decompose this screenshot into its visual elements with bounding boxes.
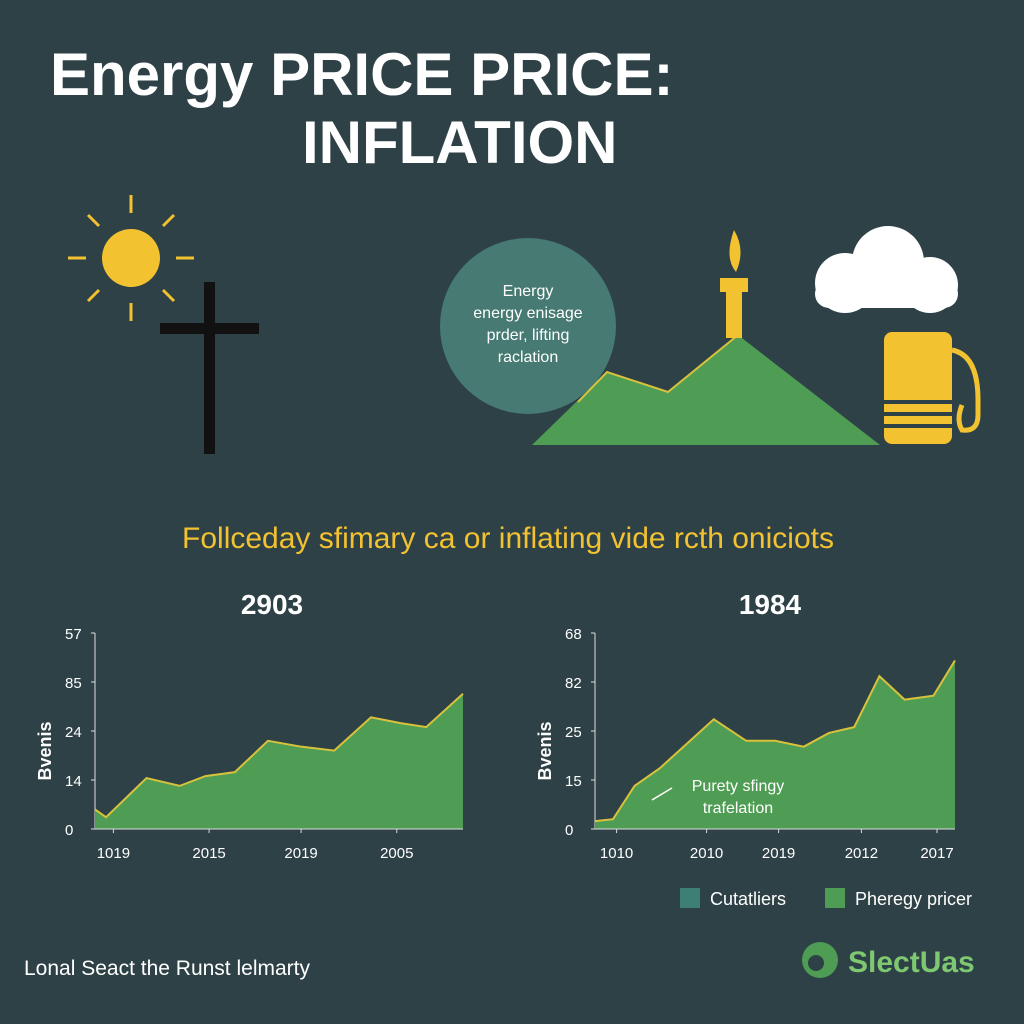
- bubble-text: Energy energy enisage prder, lifting raclat…: [473, 283, 583, 366]
- y-tick-label: 85: [65, 675, 82, 692]
- x-tick-label: 1010: [600, 845, 633, 862]
- x-tick-label: 2010: [690, 845, 723, 862]
- bubble-line: energy enisage: [473, 305, 583, 322]
- y-tick-label: 25: [565, 724, 582, 741]
- legend-swatch: [680, 888, 700, 908]
- y-tick-label: 15: [565, 773, 582, 790]
- title: INFLATION: [302, 109, 618, 176]
- mountain-line: [577, 334, 739, 403]
- subtitle: Follceday sfimary ca or inflating vide r…: [182, 522, 834, 555]
- y-axis-label: Bvenis: [535, 721, 555, 780]
- annotation: Purety sfingy: [692, 778, 784, 795]
- bubble-line: Energy: [503, 283, 554, 300]
- annotation-arrow: [651, 787, 673, 801]
- chart-title: 1984: [739, 589, 802, 620]
- legend-label: Pheregy pricer: [855, 889, 972, 909]
- tower-icon: [720, 230, 748, 338]
- y-tick-label: 0: [65, 822, 73, 839]
- annotation: trafelation: [703, 800, 773, 817]
- legend-label: Cutatliers: [710, 889, 786, 909]
- y-tick-label: 0: [565, 822, 573, 839]
- x-tick-label: 2015: [192, 845, 225, 862]
- chart-title: 2903: [241, 589, 303, 620]
- cloud-icon: [815, 226, 958, 313]
- y-tick-label: 57: [65, 626, 82, 643]
- area: [95, 693, 463, 829]
- y-tick-label: 68: [565, 626, 582, 643]
- x-tick-label: 1019: [97, 845, 130, 862]
- legend: Cutatliers Pheregy pricer: [680, 888, 972, 909]
- fuel-pump-icon: [884, 332, 981, 444]
- logo: SlectUas: [848, 946, 975, 979]
- charts: 2903 Bvenis 0 14 24 85 57 1019 2015 2019 2005 1984 B…: [35, 589, 956, 862]
- x-tick-label: 2012: [845, 845, 878, 862]
- title: Energy PRICE PRICE:: [50, 41, 673, 108]
- y-tick-label: 82: [565, 675, 582, 692]
- x-tick-label: 2005: [380, 845, 413, 862]
- x-tick-label: 2017: [920, 845, 953, 862]
- y-tick-label: 14: [65, 773, 82, 790]
- x-tick-label: 2019: [284, 845, 317, 862]
- bubble: [440, 238, 616, 414]
- mountain: [532, 335, 880, 445]
- area-line: [94, 693, 464, 819]
- y-axis-label: Bvenis: [35, 721, 55, 780]
- cross-icon: [160, 282, 259, 454]
- legend-swatch: [825, 888, 845, 908]
- bubble-line: prder, lifting: [487, 327, 570, 344]
- footer: Lonal Seact the Runst lelmarty: [24, 957, 310, 980]
- y-tick-label: 24: [65, 724, 82, 741]
- x-tick-label: 2019: [762, 845, 795, 862]
- bubble-line: raclation: [498, 349, 558, 366]
- sun-icon: [68, 195, 194, 321]
- area-line: [594, 659, 956, 823]
- logo-icon: [802, 942, 838, 978]
- area: [595, 660, 955, 829]
